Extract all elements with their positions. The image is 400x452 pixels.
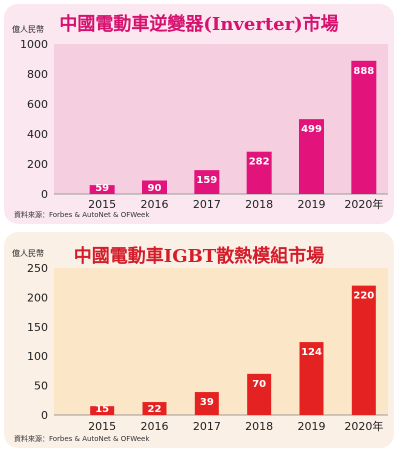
igbt-bar-chart: 億人民幣 0 50 100 150 200 250 15 2015 22 2016 39 2017 70 2… [12, 248, 388, 433]
y-tick-label: 600 [27, 98, 48, 111]
y-axis-title: 億人民幣 [12, 24, 44, 34]
data-label: 39 [200, 397, 214, 408]
bar [246, 151, 272, 194]
chart-title: 中國電動車IGBT散熱模組市場 [73, 246, 325, 267]
x-tick-label: 2020年 [344, 197, 383, 211]
data-label: 90 [148, 183, 162, 194]
y-tick-label: 0 [41, 409, 48, 422]
bar [351, 285, 376, 415]
y-tick-label: 800 [27, 68, 48, 81]
bar [299, 119, 324, 194]
bar [142, 180, 167, 194]
bar [351, 60, 377, 194]
y-tick-label: 150 [27, 321, 48, 334]
data-label: 888 [353, 66, 374, 77]
data-label: 15 [95, 404, 109, 415]
data-label: 220 [353, 291, 374, 302]
bar [194, 392, 219, 415]
data-label: 59 [95, 183, 109, 194]
bar [90, 406, 115, 415]
plot-area [54, 268, 388, 415]
bar [299, 342, 324, 415]
x-tick-label: 2015 [88, 198, 116, 211]
y-axis-title: 億人民幣 [12, 248, 44, 258]
y-tick-label: 250 [27, 262, 48, 275]
plot-area [54, 44, 388, 194]
x-tick-label: 2015 [88, 420, 116, 433]
x-tick-label: 2016 [141, 420, 169, 433]
x-tick-label: 2016 [141, 198, 169, 211]
y-tick-label: 100 [27, 350, 48, 363]
data-label: 282 [249, 157, 270, 168]
y-tick-label: 200 [27, 158, 48, 171]
inverter-bar-chart: 億人民幣 0 200 400 600 800 1000 59 2015 90 2016 159 2017… [12, 24, 388, 211]
data-label: 22 [148, 404, 162, 415]
x-tick-label: 2019 [298, 198, 326, 211]
data-label: 70 [252, 379, 266, 390]
x-tick-label: 2017 [193, 198, 221, 211]
x-tick-label: 2018 [245, 420, 273, 433]
y-tick-label: 400 [27, 128, 48, 141]
y-tick-label: 1000 [20, 38, 48, 51]
y-tick-label: 0 [41, 188, 48, 201]
chart-source: 資料來源：Forbes & AutoNet & OFWeek [14, 435, 150, 443]
inverter-chart-panel: 中國電動車逆變器(Inverter)市場 億人民幣 0 200 400 600 800 10… [4, 4, 394, 224]
data-label: 499 [301, 124, 322, 135]
igbt-chart-panel: 中國電動車IGBT散熱模組市場 億人民幣 0 50 100 150 200 250 15 201… [4, 232, 394, 448]
chart-source: 資料來源：Forbes & AutoNet & OFWeek [14, 211, 150, 219]
y-tick-label: 50 [34, 380, 48, 393]
bar [247, 373, 272, 415]
bar [194, 170, 220, 194]
x-tick-label: 2019 [298, 420, 326, 433]
data-label: 159 [196, 175, 217, 186]
x-tick-label: 2018 [245, 198, 273, 211]
x-tick-label: 2020年 [344, 419, 383, 433]
bar [142, 402, 167, 415]
x-tick-label: 2017 [193, 420, 221, 433]
bar [89, 185, 115, 194]
data-label: 124 [301, 347, 322, 358]
chart-title: 中國電動車逆變器(Inverter)市場 [59, 14, 339, 35]
y-tick-label: 200 [27, 291, 48, 304]
